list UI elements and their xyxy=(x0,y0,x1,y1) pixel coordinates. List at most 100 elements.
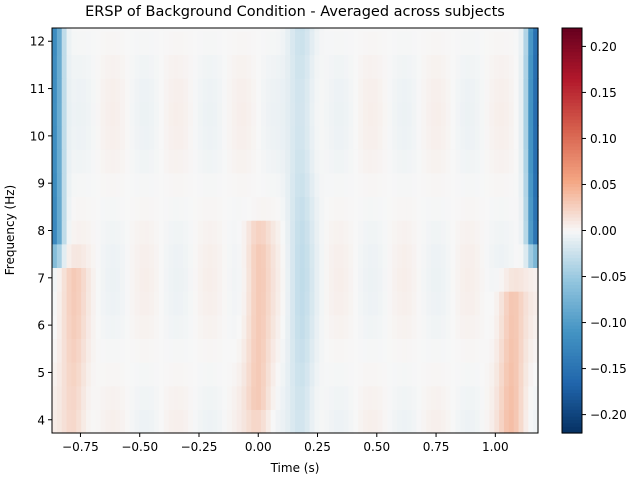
heatmap-cell xyxy=(105,196,111,221)
heatmap-cell xyxy=(319,196,325,221)
heatmap-cell xyxy=(494,409,500,434)
heatmap-cell xyxy=(431,243,437,269)
heatmap-cell xyxy=(105,28,111,32)
heatmap-cell xyxy=(192,54,199,79)
heatmap-cell xyxy=(421,314,427,339)
colorbar-band xyxy=(562,365,582,370)
colorbar-band xyxy=(562,217,582,221)
heatmap-cell xyxy=(416,314,422,339)
heatmap-cell xyxy=(353,338,359,363)
heatmap-cell xyxy=(139,362,145,387)
heatmap-cell xyxy=(222,172,228,198)
heatmap-cell xyxy=(285,385,291,410)
heatmap-cell xyxy=(236,409,243,434)
heatmap-cell xyxy=(338,291,345,316)
heatmap-cell xyxy=(367,409,374,434)
heatmap-cell xyxy=(129,291,136,316)
heatmap-cell xyxy=(90,172,97,198)
colorbar-band xyxy=(562,240,582,245)
heatmap-cell xyxy=(431,78,437,103)
heatmap-cell xyxy=(90,54,97,79)
heatmap-cell xyxy=(280,125,286,150)
heatmap-cell xyxy=(484,54,490,79)
heatmap-cell xyxy=(528,54,534,79)
heatmap-cell xyxy=(134,267,141,292)
heatmap-cell xyxy=(217,196,223,221)
heatmap-cell xyxy=(324,172,330,198)
heatmap-cell xyxy=(95,149,102,174)
heatmap-cell xyxy=(372,385,379,410)
heatmap-cell xyxy=(455,362,461,387)
heatmap-cell xyxy=(256,28,262,32)
colorbar-band xyxy=(562,38,582,43)
heatmap-cell xyxy=(329,267,335,292)
heatmap-cell xyxy=(523,220,529,245)
heatmap-cell xyxy=(518,314,525,339)
colorbar-band xyxy=(562,426,582,431)
heatmap-cell xyxy=(397,125,403,150)
heatmap-cell xyxy=(343,243,350,269)
heatmap-cell xyxy=(445,30,452,56)
heatmap-cell xyxy=(66,291,73,316)
heatmap-cell xyxy=(246,267,252,292)
heatmap-cell xyxy=(110,291,116,316)
heatmap-cell xyxy=(460,338,466,363)
heatmap-cell xyxy=(372,30,379,56)
heatmap-cell xyxy=(212,125,218,150)
heatmap-cell xyxy=(489,291,495,316)
heatmap-cell xyxy=(183,220,189,245)
heatmap-cell xyxy=(173,314,179,339)
heatmap-cell xyxy=(465,385,471,410)
heatmap-cell xyxy=(124,362,131,387)
heatmap-cell xyxy=(56,409,63,434)
heatmap-cell xyxy=(499,28,505,32)
heatmap-cell xyxy=(256,149,262,174)
heatmap-cell xyxy=(52,220,58,245)
colorbar-ticks: −0.20−0.15−0.10−0.050.000.050.100.150.20 xyxy=(582,40,627,422)
heatmap-cell xyxy=(431,362,437,387)
heatmap-cell xyxy=(226,314,233,339)
colorbar-band xyxy=(562,392,582,397)
heatmap-cell xyxy=(226,196,233,221)
heatmap-cell xyxy=(324,220,330,245)
heatmap-cell xyxy=(100,101,107,127)
heatmap-cell xyxy=(455,338,461,363)
heatmap-cell xyxy=(226,338,233,363)
heatmap-cell xyxy=(120,291,126,316)
heatmap-cell xyxy=(139,101,145,127)
heatmap-cell xyxy=(285,54,291,79)
heatmap-cell xyxy=(212,338,218,363)
heatmap-cell xyxy=(319,291,325,316)
heatmap-cell xyxy=(52,125,58,150)
heatmap-cell xyxy=(392,362,398,387)
heatmap-cell xyxy=(450,101,456,127)
heatmap-cell xyxy=(207,78,213,103)
heatmap-cell xyxy=(329,220,335,245)
heatmap-cell xyxy=(183,314,189,339)
heatmap-cell xyxy=(435,291,442,316)
heatmap-cell xyxy=(246,385,252,410)
heatmap-cell xyxy=(120,314,126,339)
heatmap-cell xyxy=(86,28,92,32)
heatmap-cell xyxy=(392,149,398,174)
heatmap-cell xyxy=(435,149,442,174)
heatmap-cell xyxy=(455,267,461,292)
heatmap-cell xyxy=(236,267,243,292)
heatmap-cell xyxy=(499,385,505,410)
heatmap-cell xyxy=(460,172,466,198)
heatmap-cell xyxy=(406,54,413,79)
heatmap-cell xyxy=(178,196,184,221)
heatmap-cell xyxy=(450,409,456,434)
heatmap-cell xyxy=(353,220,359,245)
heatmap-cell xyxy=(465,338,471,363)
heatmap-cell xyxy=(435,220,442,245)
heatmap-cell xyxy=(270,291,277,316)
heatmap-cell xyxy=(508,267,515,292)
heatmap-cell xyxy=(450,314,456,339)
heatmap-cell xyxy=(363,78,369,103)
heatmap-cell xyxy=(226,172,233,198)
colorbar-band xyxy=(562,416,582,421)
heatmap-cell xyxy=(154,149,160,174)
heatmap-cell xyxy=(285,243,291,269)
heatmap-cell xyxy=(71,196,77,221)
